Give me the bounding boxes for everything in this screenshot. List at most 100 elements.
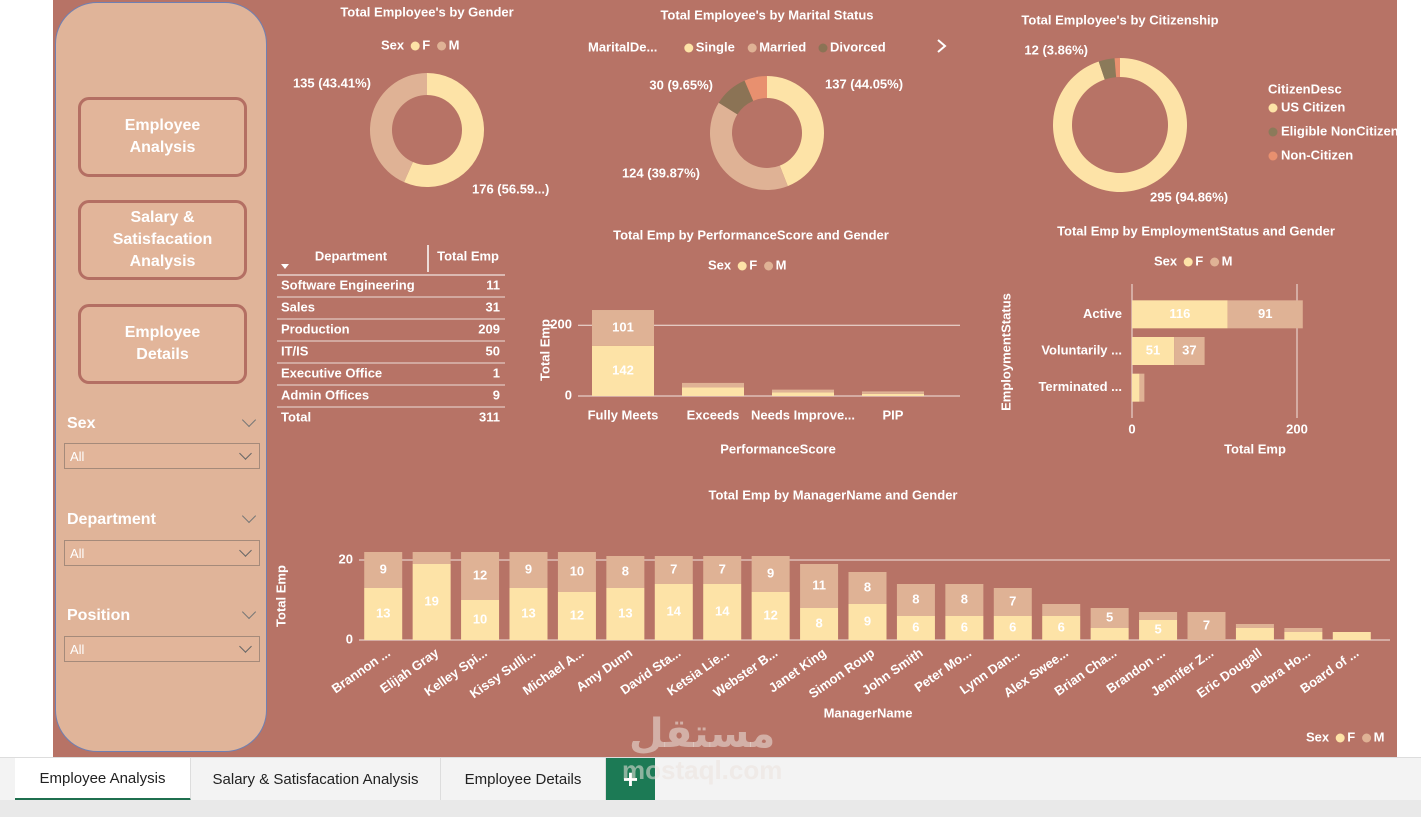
data-label: 9 xyxy=(380,561,387,576)
data-label: 137 (44.05%) xyxy=(825,76,903,91)
tab[interactable]: Employee Analysis xyxy=(15,758,191,801)
filter-label: Sex xyxy=(67,415,96,432)
nav-button[interactable]: Salary & Satisfacation Analysis xyxy=(78,200,247,280)
legend-swatch xyxy=(737,261,747,271)
bar-segment xyxy=(1042,616,1081,640)
bar-segment xyxy=(654,556,693,584)
x-tick-label: 200 xyxy=(1286,421,1308,436)
data-label: 13 xyxy=(376,605,390,620)
bar-segment xyxy=(1235,624,1274,628)
tab-bar: Employee Analysis Salary & Satisfacation… xyxy=(0,757,1421,801)
data-label: 12 xyxy=(570,607,584,622)
bar-segment xyxy=(703,556,742,584)
filter-dropdown[interactable]: All xyxy=(64,540,260,566)
legend-label: Non-Citizen xyxy=(1281,147,1353,162)
bar-segment xyxy=(1090,628,1129,640)
bar-segment xyxy=(800,564,839,608)
bar-segment xyxy=(862,391,924,394)
add-page-button[interactable]: + xyxy=(606,758,655,801)
legend-next-arrow[interactable] xyxy=(937,39,947,53)
legend-label: Single xyxy=(696,39,735,54)
bar-segment xyxy=(800,608,839,640)
bar-segment xyxy=(654,584,693,640)
bar-segment xyxy=(557,552,596,592)
table-header: Department xyxy=(315,248,388,263)
y-tick-label: 0 xyxy=(346,631,353,646)
bar-segment xyxy=(592,310,654,346)
filter-collapse[interactable] xyxy=(241,412,257,428)
x-tick-label: Fully Meets xyxy=(588,407,659,422)
table-cell: 50 xyxy=(486,343,500,358)
data-label: 135 (43.41%) xyxy=(293,75,371,90)
data-label: 8 xyxy=(864,579,871,594)
data-label: 14 xyxy=(715,603,730,618)
chart-title: Total Emp by EmploymentStatus and Gender xyxy=(1057,223,1335,238)
bar-segment xyxy=(1042,604,1081,616)
data-label: 12 (3.86%) xyxy=(1024,42,1088,57)
sidebar: Employee Analysis Salary & Satisfacation… xyxy=(55,2,267,752)
bar-segment xyxy=(1090,608,1129,628)
filter-collapse[interactable] xyxy=(241,508,257,524)
legend-label: F xyxy=(422,37,430,52)
legend-swatch xyxy=(410,41,420,51)
data-label: 6 xyxy=(961,619,968,634)
data-label: 8 xyxy=(815,615,822,630)
data-label: 101 xyxy=(612,319,634,334)
data-label: 8 xyxy=(961,591,968,606)
bar-segment xyxy=(772,392,834,396)
data-label: 295 (94.86%) xyxy=(1150,189,1228,204)
x-axis-title: Total Emp xyxy=(1224,441,1286,456)
tab[interactable]: Salary & Satisfacation Analysis xyxy=(191,758,441,801)
bar-segment xyxy=(592,345,654,396)
bar-segment xyxy=(1132,337,1175,365)
chart-title: Total Emp by ManagerName and Gender xyxy=(709,487,958,502)
data-label: 5 xyxy=(1154,621,1161,636)
table-header: Total Emp xyxy=(437,248,499,263)
x-tick-label: Exceeds xyxy=(687,407,740,422)
table-cell: 9 xyxy=(493,387,500,402)
tab[interactable]: Employee Details xyxy=(441,758,606,801)
table-cell: IT/IS xyxy=(281,343,309,358)
legend-swatch xyxy=(1268,151,1278,161)
nav-button[interactable]: Employee Details xyxy=(78,304,247,384)
nav-button[interactable]: Employee Analysis xyxy=(78,97,247,177)
filter-dropdown[interactable]: All xyxy=(64,636,260,662)
y-tick-label: Active xyxy=(1083,306,1122,321)
x-tick-label: PIP xyxy=(883,407,904,422)
filter-label: Department xyxy=(67,511,156,528)
bar-segment xyxy=(993,588,1032,616)
bar-segment xyxy=(1235,628,1274,640)
data-label: 7 xyxy=(1203,617,1210,632)
data-label: 176 (56.59...) xyxy=(472,181,549,196)
data-label: 7 xyxy=(1009,593,1016,608)
bar-segment xyxy=(1174,337,1205,365)
bar-segment xyxy=(751,556,790,592)
bar-segment xyxy=(1132,300,1228,329)
table-cell: Production xyxy=(281,321,350,336)
data-label: 91 xyxy=(1258,306,1272,321)
filter-collapse[interactable] xyxy=(241,604,257,620)
bar-segment xyxy=(1187,612,1226,640)
data-label: 116 xyxy=(1169,306,1190,321)
filter-dropdown[interactable]: All xyxy=(64,443,260,469)
data-label: 5 xyxy=(1106,609,1113,624)
bar-segment xyxy=(364,588,403,640)
filter-value: All xyxy=(70,642,85,657)
legend-title: Sex xyxy=(1154,253,1178,268)
bar-segment xyxy=(896,584,935,616)
legend-title: Sex xyxy=(708,257,732,272)
y-tick-label: 200 xyxy=(550,317,572,332)
status-bar xyxy=(0,800,1421,817)
data-label: 30 (9.65%) xyxy=(649,77,713,92)
legend-label: M xyxy=(1222,253,1233,268)
data-label: 13 xyxy=(618,605,632,620)
data-label: 7 xyxy=(719,561,726,576)
donut-slice xyxy=(767,76,825,187)
bar-segment xyxy=(509,552,548,588)
data-label: 37 xyxy=(1182,342,1196,357)
y-axis-title: Total Emp xyxy=(273,565,288,627)
table-cell: Admin Offices xyxy=(281,387,369,402)
table-cell: Software Engineering xyxy=(281,277,415,292)
bar-segment xyxy=(1332,632,1371,640)
